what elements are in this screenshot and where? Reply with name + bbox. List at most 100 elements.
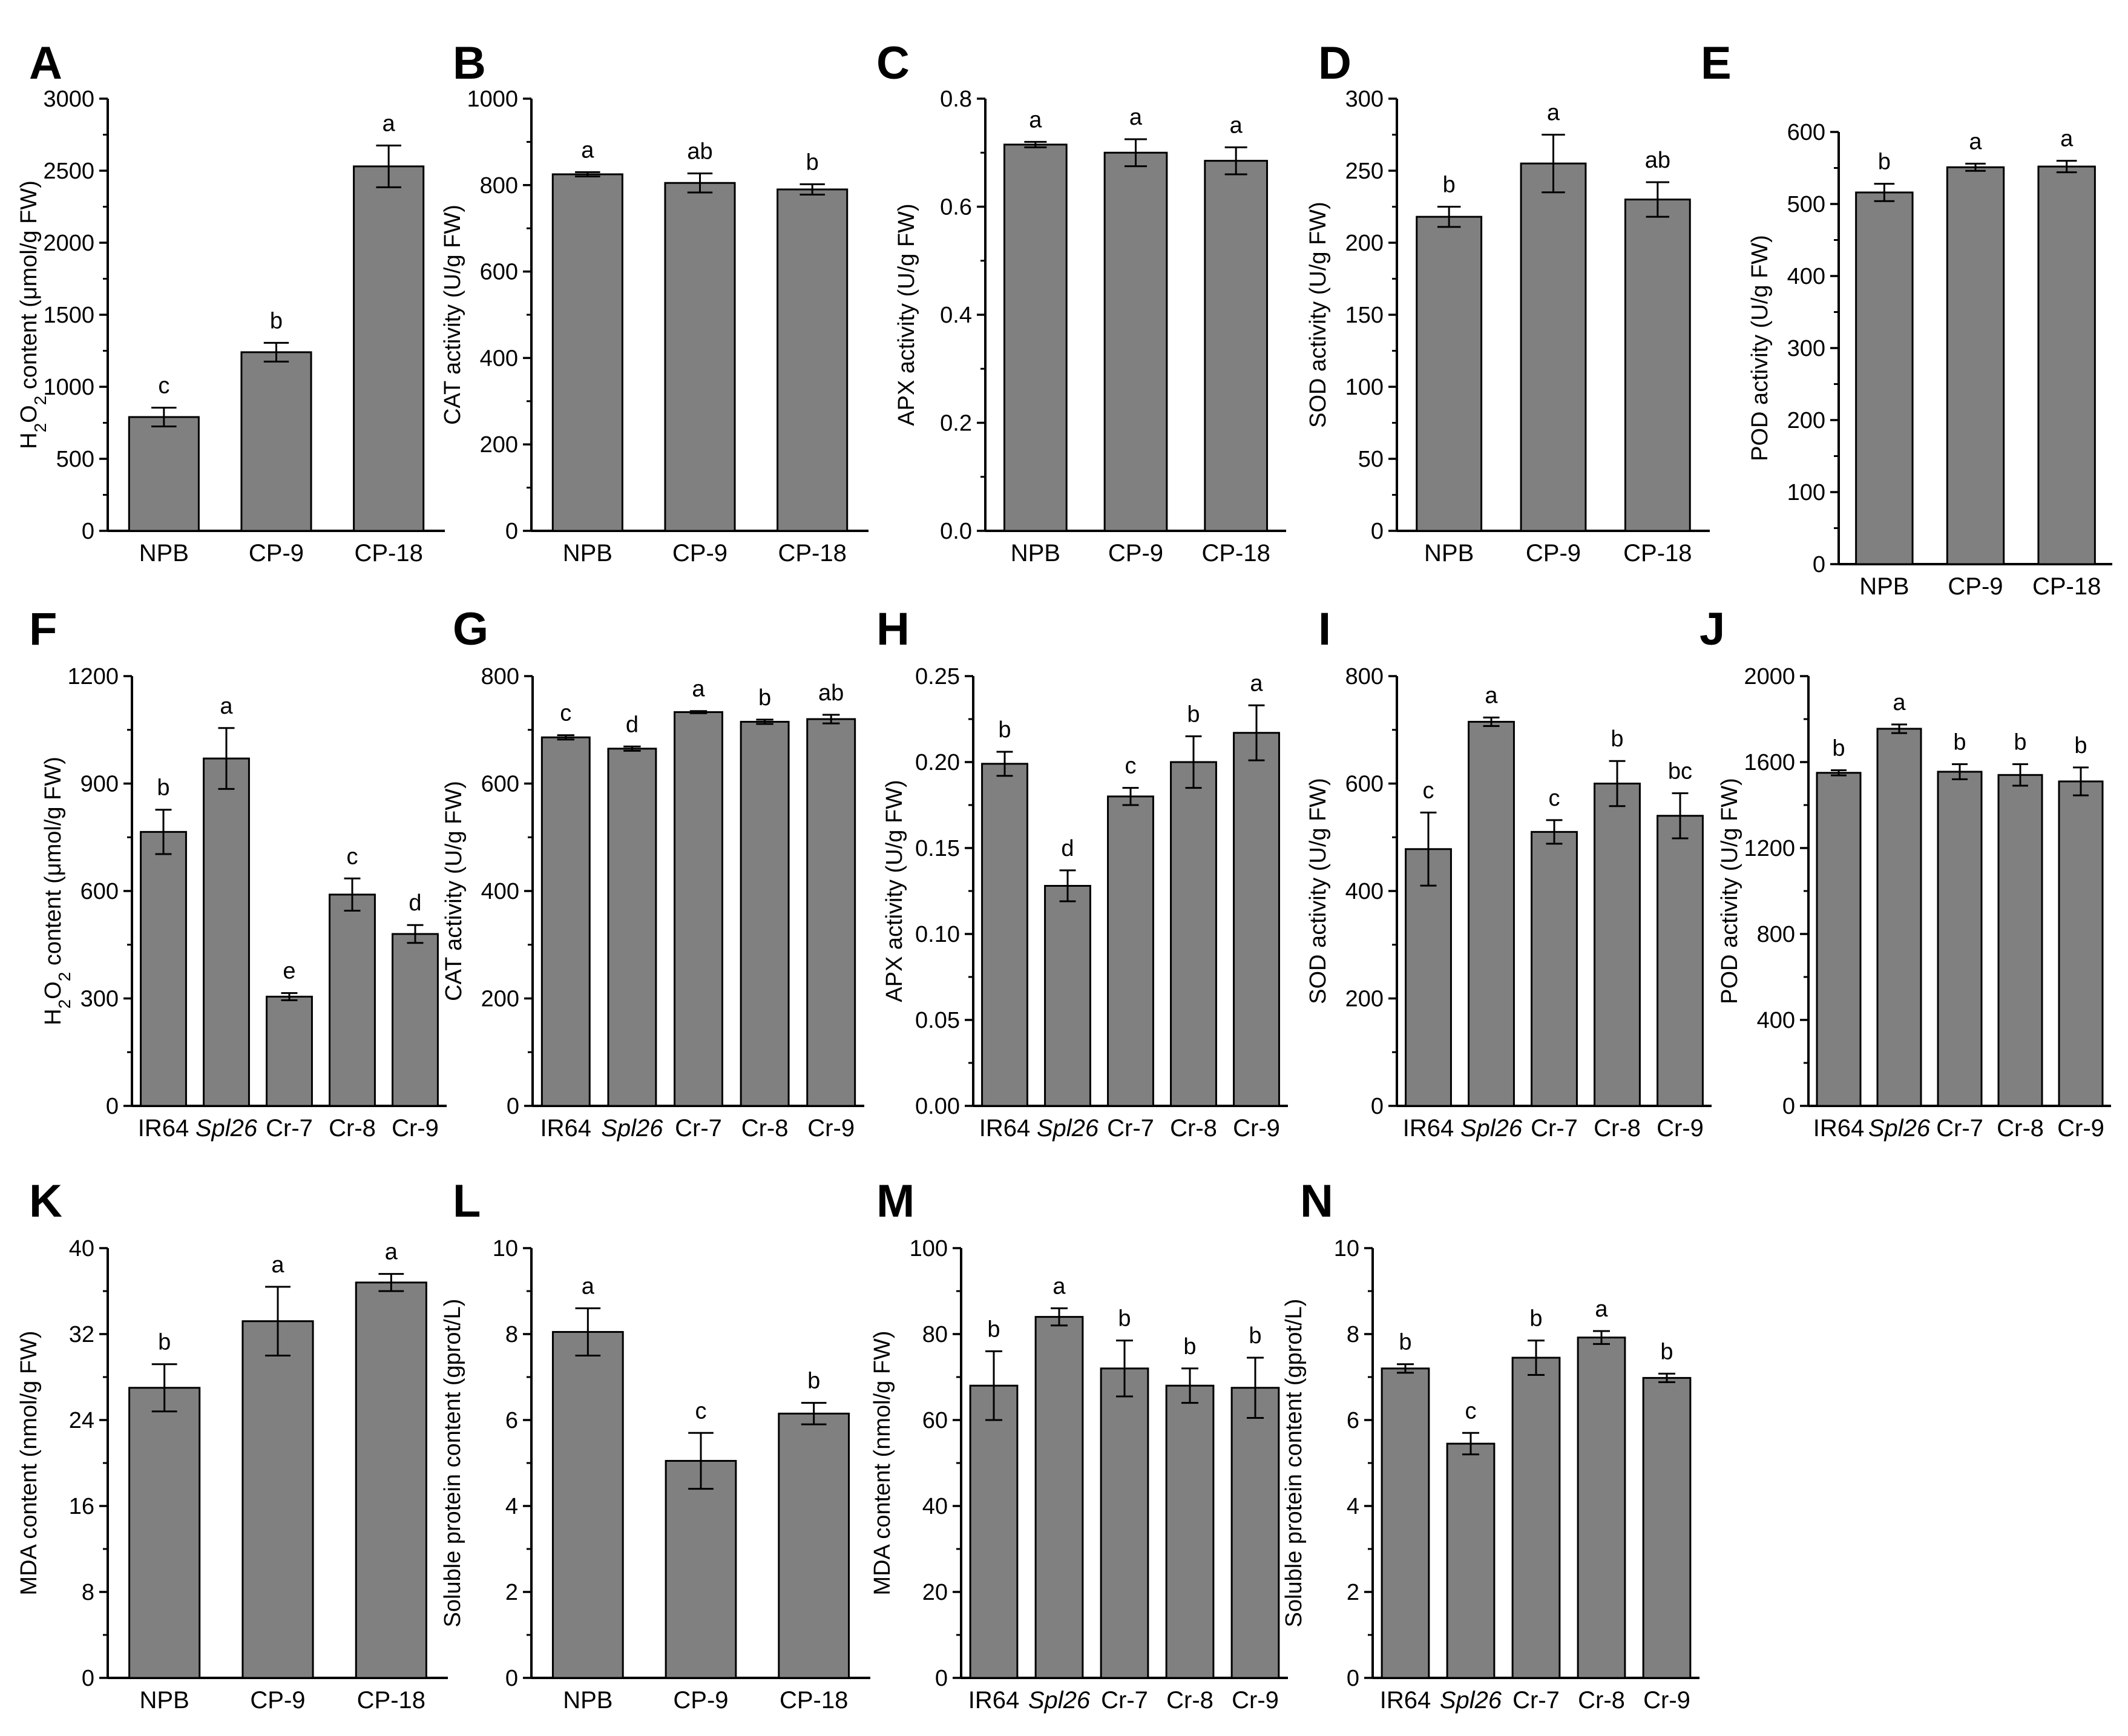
panel-f-category-cr-7: Cr-7 [266,1115,313,1142]
panel-c-letter: C [876,38,910,89]
panel-l: L 0 2 4 6 8 10 Soluble protein content (gprot/L… [440,1175,870,1714]
panel-d-sig-letter-cp-9: a [1547,100,1560,126]
panel-m-category-cr-7: Cr-7 [1101,1687,1148,1714]
panel-e-sig-letter-cp-9: a [1969,129,1982,154]
panel-n-bar-cr-7 [1511,1356,1561,1679]
panel-a-ytick-label: 1000 [43,375,94,400]
panel-i-category-cr-8: Cr-8 [1594,1115,1641,1142]
panel-b-sig-letter-npb: a [581,137,594,163]
panel-i-ytick-label: 200 [1345,987,1384,1012]
panel-g-ylabel: CAT activity (U/g FW) [441,781,467,1001]
panel-d-ytick-label: 150 [1345,303,1384,328]
panel-b-ytick-label: 400 [480,346,518,371]
panel-c-category-npb: NPB [1011,540,1060,567]
panel-e-category-cp-9: CP-9 [1948,573,2003,600]
panel-h-ytick-label: 0.20 [915,750,960,775]
panel-h-category-cr-8: Cr-8 [1170,1115,1217,1142]
panel-a: A 0 500 1000 1500 2000 2500 3000 H2O2 content (μ… [16,38,445,567]
panel-e-ytick-label: 500 [1787,192,1825,217]
panel-g-letter: G [453,603,488,655]
panel-f-letter: F [29,603,57,655]
panel-h: H 0.00 0.05 0.10 0.15 0.20 0.25 APX activity (U… [876,603,1288,1142]
panel-c-sig-letter-npb: a [1029,107,1042,133]
panel-g-bar-ir64 [540,736,591,1107]
panel-i-bar-cr-8 [1594,783,1641,1107]
panel-b-category-cp-18: CP-18 [778,540,846,567]
panel-d-ytick-label: 200 [1345,231,1384,256]
panel-f-bar-spl26 [203,757,250,1107]
panel-m-sig-letter-cr-9: b [1249,1323,1261,1349]
panel-l-ytick-label: 8 [505,1322,518,1347]
panel-n-ytick-label: 6 [1347,1408,1359,1433]
panel-h-bar-cr-8 [1170,761,1217,1107]
panel-a-category-cp-9: CP-9 [249,540,304,567]
panel-l-sig-letter-cp-18: b [807,1369,820,1394]
panel-m-ytick-label: 60 [922,1408,948,1433]
panel-n-sig-letter-ir64: b [1399,1330,1411,1355]
panel-m-sig-letter-spl26: a [1053,1274,1066,1299]
panel-h-letter: H [876,603,910,655]
panel-c-bar-cp-18 [1204,160,1269,532]
panel-l-category-cp-18: CP-18 [780,1687,848,1714]
panel-i-ytick-label: 800 [1345,664,1384,689]
panel-m-sig-letter-ir64: b [987,1317,1000,1342]
panel-b-ytick-label: 200 [480,432,518,458]
panel-i-sig-letter-cr-8: b [1611,726,1623,752]
panel-e-ylabel: POD activity (U/g FW) [1747,235,1773,461]
panel-g-sig-letter-ir64: c [560,701,571,726]
panel-l-bar-npb [551,1330,624,1679]
panel-n-category-cr-8: Cr-8 [1578,1687,1625,1714]
panel-g-bar-spl26 [607,748,657,1107]
panel-i-sig-letter-cr-7: c [1549,786,1560,811]
panel-f-sig-letter-cr-9: d [409,890,421,916]
panel-g-category-cr-9: Cr-9 [807,1115,855,1142]
panel-d-sig-letter-cp-18: ab [1645,148,1670,173]
panel-f-ytick-label: 600 [80,879,119,904]
panel-d-letter: D [1318,38,1351,89]
panel-e-ytick-label: 400 [1787,264,1825,289]
panel-m-category-ir64: IR64 [968,1687,1020,1714]
panel-n-ytick-label: 8 [1347,1322,1359,1347]
panel-k-sig-letter-cp-18: a [385,1240,398,1265]
panel-c-ytick-label: 0.8 [940,87,972,112]
panel-f-sig-letter-spl26: a [220,694,233,719]
panel-i-bar-cr-9 [1657,815,1704,1107]
panel-a-ytick-label: 2000 [43,231,94,256]
panel-f-category-cr-9: Cr-9 [392,1115,439,1142]
panel-i-sig-letter-cr-9: bc [1668,758,1692,784]
panel-f-ytick-label: 0 [106,1094,119,1119]
panel-i-sig-letter-ir64: c [1423,778,1434,803]
panel-e-ytick-label: 0 [1813,552,1825,577]
panel-j-category-cr-7: Cr-7 [1936,1115,1983,1142]
panel-e-ytick-label: 200 [1787,408,1825,433]
panel-j-category-cr-8: Cr-8 [1997,1115,2044,1142]
panel-l-ytick-label: 2 [505,1580,518,1605]
panel-h-ytick-label: 0.10 [915,922,960,947]
panel-c-sig-letter-cp-9: a [1129,105,1143,130]
panel-f-bar-cr-7 [266,996,313,1107]
panel-j-sig-letter-ir64: b [1832,735,1845,761]
panel-d: D 0 50 100 150 200 250 300 SOD activity (U/g FW)… [1305,38,1710,567]
panel-f-ytick-label: 1200 [67,664,119,689]
panel-k-bar-cp-18 [355,1281,427,1679]
panel-l-ytick-label: 10 [493,1236,518,1261]
panel-h-category-cr-7: Cr-7 [1107,1115,1154,1142]
panel-m-letter: M [876,1175,915,1227]
panel-d-bar-npb [1416,215,1483,532]
panel-l-category-npb: NPB [563,1687,612,1714]
panel-b: B 0 200 400 600 800 1000 CAT activity (U/g FW) a… [440,38,869,567]
panel-d-ytick-label: 50 [1358,447,1384,472]
panel-b-ytick-label: 600 [480,260,518,285]
panel-m-bar-ir64 [969,1384,1019,1679]
panel-b-ytick-label: 0 [505,519,518,544]
panel-n-sig-letter-spl26: c [1465,1398,1477,1424]
panel-k-category-cp-18: CP-18 [357,1687,425,1714]
panel-b-category-cp-9: CP-9 [672,540,727,567]
panel-b-ytick-label: 1000 [467,87,518,112]
panel-b-bar-cp-9 [664,182,736,532]
panel-m-bar-cr-7 [1100,1367,1149,1679]
panel-j-bar-cr-9 [2058,780,2104,1107]
panel-m-bar-cr-9 [1230,1387,1280,1679]
panel-f-sig-letter-cr-7: e [283,959,295,984]
panel-f-bar-ir64 [140,830,187,1107]
